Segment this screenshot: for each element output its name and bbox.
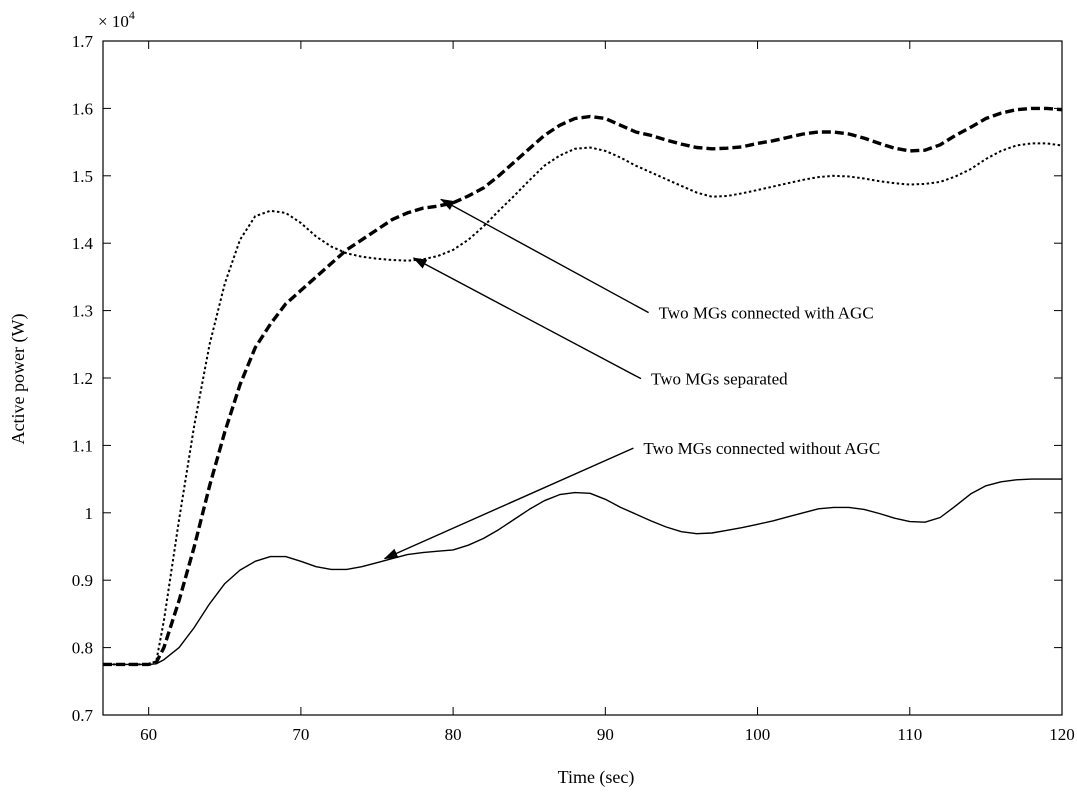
series-line-3 (103, 478, 1062, 666)
x-tick-label: 80 (445, 725, 462, 744)
x-axis-label: Time (sec) (558, 767, 635, 788)
x-tick-label: 100 (745, 725, 771, 744)
annotation-label-3: Two MGs connected without AGC (643, 439, 880, 458)
y-tick-label: 0.9 (72, 571, 93, 590)
y-tick-label: 1.4 (72, 234, 94, 253)
y-tick-label: 1.2 (72, 369, 93, 388)
series-line-2 (103, 142, 1063, 666)
annotation-arrow-3 (383, 447, 634, 560)
x-tick-label: 120 (1049, 725, 1075, 744)
annotation-arrow-2 (412, 257, 642, 380)
y-tick-label: 1 (85, 504, 94, 523)
series-line-1 (103, 106, 1063, 667)
series-layer (103, 106, 1063, 667)
y-multiplier-base: × 10 (98, 12, 129, 31)
x-tick-label: 110 (897, 725, 922, 744)
annotations-layer: Two MGs connected with AGC Two MGs separa… (383, 198, 880, 560)
x-tick-label: 90 (597, 725, 614, 744)
y-tick-label: 1.5 (72, 167, 93, 186)
plot-frame (102, 40, 1063, 716)
y-tick-label: 0.7 (72, 706, 94, 725)
y-tick-label: 1.1 (72, 436, 93, 455)
x-tick-label: 60 (140, 725, 157, 744)
y-axis-label: Active power (W) (8, 314, 29, 445)
y-tick-label: 1.7 (72, 32, 94, 51)
y-tick-label: 0.8 (72, 639, 93, 658)
y-tick-label: 1.6 (72, 99, 93, 118)
x-tick-label: 70 (292, 725, 309, 744)
annotation-arrow-1 (440, 198, 649, 314)
y-axis-multiplier: × 104 (98, 8, 135, 31)
y-tick-label: 1.3 (72, 302, 93, 321)
annotation-label-1: Two MGs connected with AGC (659, 304, 874, 323)
ticks-layer: 60 70 80 90 100 110 120 0.7 0.8 0.9 1 1.1 1.2 1.3 1.4 1… (72, 32, 1075, 744)
annotation-label-2: Two MGs separated (651, 370, 788, 389)
y-multiplier-exponent: 4 (129, 8, 135, 22)
